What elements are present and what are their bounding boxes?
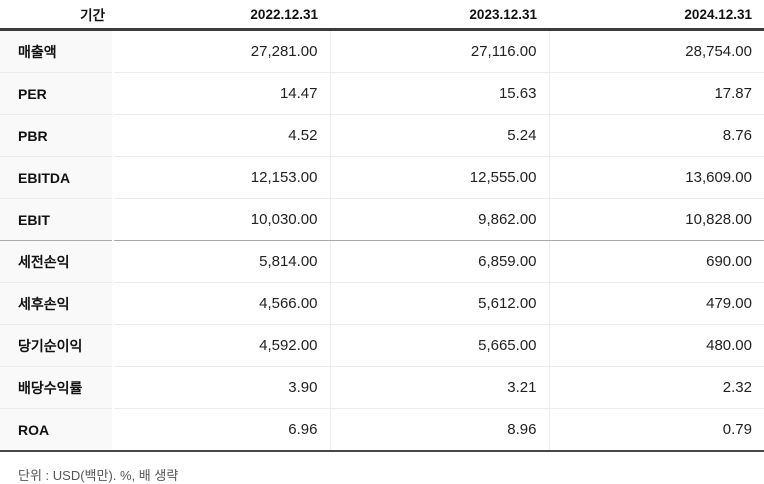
date-header-2022: 2022.12.31	[113, 0, 330, 31]
date-header-2023: 2023.12.31	[330, 0, 549, 31]
table-row-pbr: PBR 4.52 5.24 8.76	[0, 114, 764, 157]
table-row-ebitda: EBITDA 12,153.00 12,555.00 13,609.00	[0, 156, 764, 199]
cell-value: 10,030.00	[113, 198, 330, 241]
table-row-roa: ROA 6.96 8.96 0.79	[0, 408, 764, 452]
cell-value: 8.96	[329, 408, 549, 452]
table-row-net-income: 당기순이익 4,592.00 5,665.00 480.00	[0, 324, 764, 367]
row-label: ROA	[0, 408, 114, 452]
cell-value: 479.00	[548, 282, 764, 325]
cell-value: 480.00	[548, 324, 764, 367]
cell-value: 14.47	[113, 72, 330, 115]
cell-value: 4,566.00	[113, 282, 330, 325]
table-row-per: PER 14.47 15.63 17.87	[0, 72, 764, 115]
table-row-aftertax-income: 세후손익 4,566.00 5,612.00 479.00	[0, 282, 764, 325]
cell-value: 6,859.00	[329, 240, 549, 283]
cell-value: 4,592.00	[113, 324, 330, 367]
cell-value: 13,609.00	[548, 156, 764, 199]
row-label: 배당수익률	[0, 366, 114, 409]
row-label: EBIT	[0, 198, 114, 241]
cell-value: 2.32	[548, 366, 764, 409]
row-label: 매출액	[0, 29, 114, 73]
row-label: 세전손익	[0, 240, 114, 283]
cell-value: 9,862.00	[329, 198, 549, 241]
table-row-ebit: EBIT 10,030.00 9,862.00 10,828.00	[0, 198, 764, 241]
cell-value: 10,828.00	[548, 198, 764, 241]
row-label: PBR	[0, 114, 114, 157]
row-label: 당기순이익	[0, 324, 114, 367]
cell-value: 5,665.00	[329, 324, 549, 367]
table-row-dividend-yield: 배당수익률 3.90 3.21 2.32	[0, 366, 764, 409]
cell-value: 5,612.00	[329, 282, 549, 325]
cell-value: 15.63	[329, 72, 549, 115]
cell-value: 690.00	[548, 240, 764, 283]
cell-value: 3.21	[329, 366, 549, 409]
row-label: 세후손익	[0, 282, 114, 325]
period-header-cell: 기간	[0, 0, 113, 31]
table-row-pretax-income: 세전손익 5,814.00 6,859.00 690.00	[0, 240, 764, 283]
table-row-revenue: 매출액 27,281.00 27,116.00 28,754.00	[0, 29, 764, 73]
cell-value: 27,281.00	[113, 29, 330, 73]
unit-note: 단위 : USD(백만). %, 배 생략	[18, 468, 179, 483]
cell-value: 3.90	[113, 366, 330, 409]
cell-value: 17.87	[548, 72, 764, 115]
cell-value: 28,754.00	[548, 29, 764, 73]
cell-value: 12,153.00	[113, 156, 330, 199]
cell-value: 5.24	[329, 114, 549, 157]
financial-table: 기간 2022.12.31 2023.12.31 2024.12.31 매출액 …	[0, 0, 764, 452]
table-header-row: 기간 2022.12.31 2023.12.31 2024.12.31	[0, 0, 764, 31]
row-label: PER	[0, 72, 114, 115]
date-header-2024: 2024.12.31	[549, 0, 764, 31]
row-label: EBITDA	[0, 156, 114, 199]
cell-value: 4.52	[113, 114, 330, 157]
cell-value: 0.79	[548, 408, 764, 452]
cell-value: 12,555.00	[329, 156, 549, 199]
cell-value: 6.96	[113, 408, 330, 452]
cell-value: 27,116.00	[329, 29, 549, 73]
cell-value: 5,814.00	[113, 240, 330, 283]
cell-value: 8.76	[548, 114, 764, 157]
